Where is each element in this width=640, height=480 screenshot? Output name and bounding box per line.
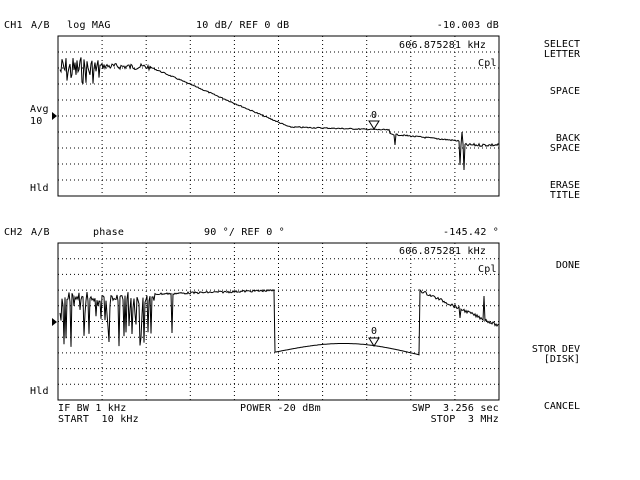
ch2-hold-label: Hld <box>30 386 49 397</box>
ch1-format: log MAG <box>67 20 111 31</box>
start-frequency-label: START 10 kHz <box>58 414 139 425</box>
ch1-label: CH1 <box>4 20 23 31</box>
sweep-time-label: SWP 3.256 sec <box>411 403 499 414</box>
ch1-hold-label: Hld <box>30 183 49 194</box>
ch1-scale: 10 dB/ REF 0 dB <box>196 20 290 31</box>
softkey-back-space[interactable]: BACK SPACE <box>549 133 580 154</box>
ch1-log-mag-trace <box>59 57 500 171</box>
softkey-select-letter[interactable]: SELECT LETTER <box>543 39 580 60</box>
ch1-marker-value: -10.003 dB <box>436 20 499 31</box>
softkey-space[interactable]: SPACE <box>549 86 580 97</box>
softkey-stor-dev-disk[interactable]: STOR DEV [DISK] <box>531 344 580 365</box>
ch1-avg-value: 10 <box>30 116 43 127</box>
ch2-phase-trace <box>59 288 500 356</box>
ch2-format: phase <box>93 227 125 238</box>
ch1-reference-marker <box>52 112 57 120</box>
ch1-avg-label: Avg <box>30 104 49 115</box>
if-bandwidth-label: IF BW 1 kHz <box>58 403 127 414</box>
ch2-reference-marker <box>52 318 57 326</box>
ch1-input: A/B <box>31 20 50 31</box>
softkey-cancel[interactable]: CANCEL <box>543 401 580 412</box>
ch2-coupled-label: Cpl <box>478 264 497 275</box>
ch2-marker-frequency: 606.875281 kHz <box>399 246 487 257</box>
ch1-coupled-label: Cpl <box>478 58 497 69</box>
stop-frequency-label: STOP 3 MHz <box>430 414 499 425</box>
ch1-graticule <box>57 35 500 197</box>
ch2-marker-triangle <box>368 337 380 347</box>
ch2-label: CH2 <box>4 227 23 238</box>
ch2-marker-value: -145.42 ° <box>443 227 499 238</box>
ch2-scale: 90 °/ REF 0 ° <box>204 227 285 238</box>
softkey-done[interactable]: DONE <box>555 260 580 271</box>
ch1-marker-triangle <box>368 120 380 130</box>
ch1-marker-frequency: 606.875281 kHz <box>399 40 487 51</box>
ch2-input: A/B <box>31 227 50 238</box>
softkey-erase-title[interactable]: ERASE TITLE <box>549 180 580 201</box>
ch2-marker-number: 0 <box>371 326 378 337</box>
power-label: POWER -20 dBm <box>240 403 321 414</box>
ch2-graticule <box>57 242 500 401</box>
